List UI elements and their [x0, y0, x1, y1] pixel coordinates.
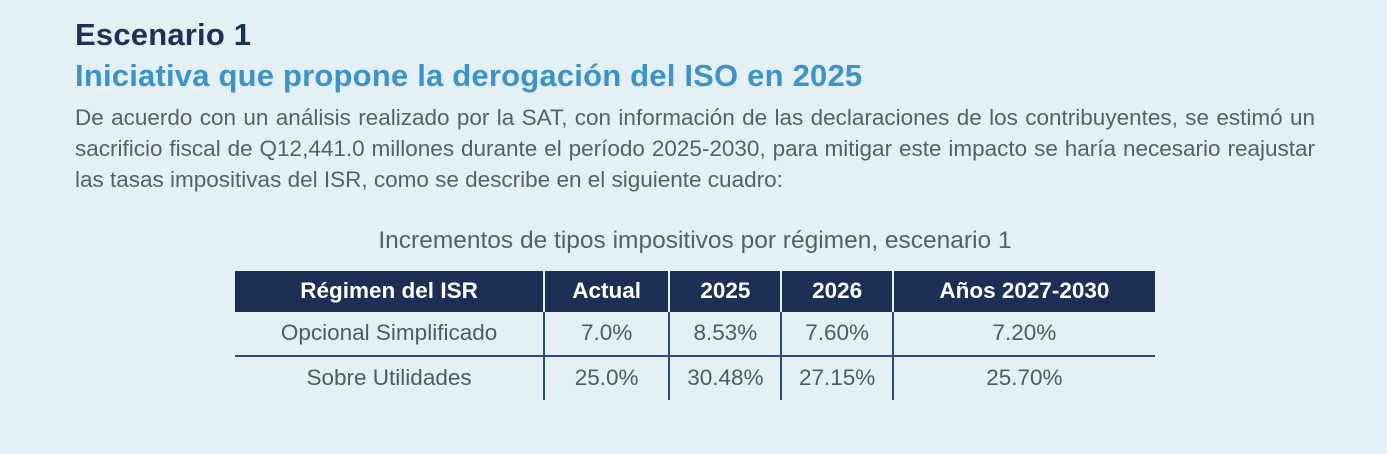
cell-2025: 8.53%	[668, 312, 782, 357]
column-header-2026: 2026	[780, 271, 893, 313]
tax-rates-table: Régimen del ISR Actual 2025 2026 Años 20…	[235, 271, 1155, 401]
column-header-actual: Actual	[543, 271, 670, 313]
cell-regimen: Sobre Utilidades	[235, 355, 545, 401]
cell-2027-2030: 25.70%	[891, 355, 1155, 401]
cell-actual: 25.0%	[543, 355, 670, 401]
column-header-2027-2030: Años 2027-2030	[891, 271, 1155, 313]
column-header-2025: 2025	[668, 271, 782, 313]
cell-regimen: Opcional Simplificado	[280, 320, 498, 346]
cell-2026: 27.15%	[780, 355, 893, 401]
table-row-sobre-utilidades: Sobre Utilidades 25.0% 30.48% 27.15% 25.…	[235, 355, 1155, 401]
cell-2025: 30.48%	[668, 355, 782, 401]
initiative-subtitle: Iniciativa que propone la derogación del…	[75, 57, 863, 93]
analysis-paragraph: De acuerdo con un análisis realizado por…	[75, 104, 1315, 192]
table-header-row: Régimen del ISR Actual 2025 2026 Años 20…	[235, 271, 1155, 313]
column-header-regimen: Régimen del ISR	[235, 271, 545, 313]
cell-2027-2030: 7.20%	[891, 312, 1155, 357]
table-row-opcional-simplificado: Opcional Simplificado 7.0% 8.53% 7.60% 7…	[235, 312, 1155, 357]
scenario-title: Escenario 1	[75, 17, 252, 52]
cell-2026: 7.60%	[780, 312, 893, 357]
cell-actual: 7.0%	[543, 312, 670, 357]
table-caption: Incrementos de tipos impositivos por rég…	[378, 227, 1012, 255]
